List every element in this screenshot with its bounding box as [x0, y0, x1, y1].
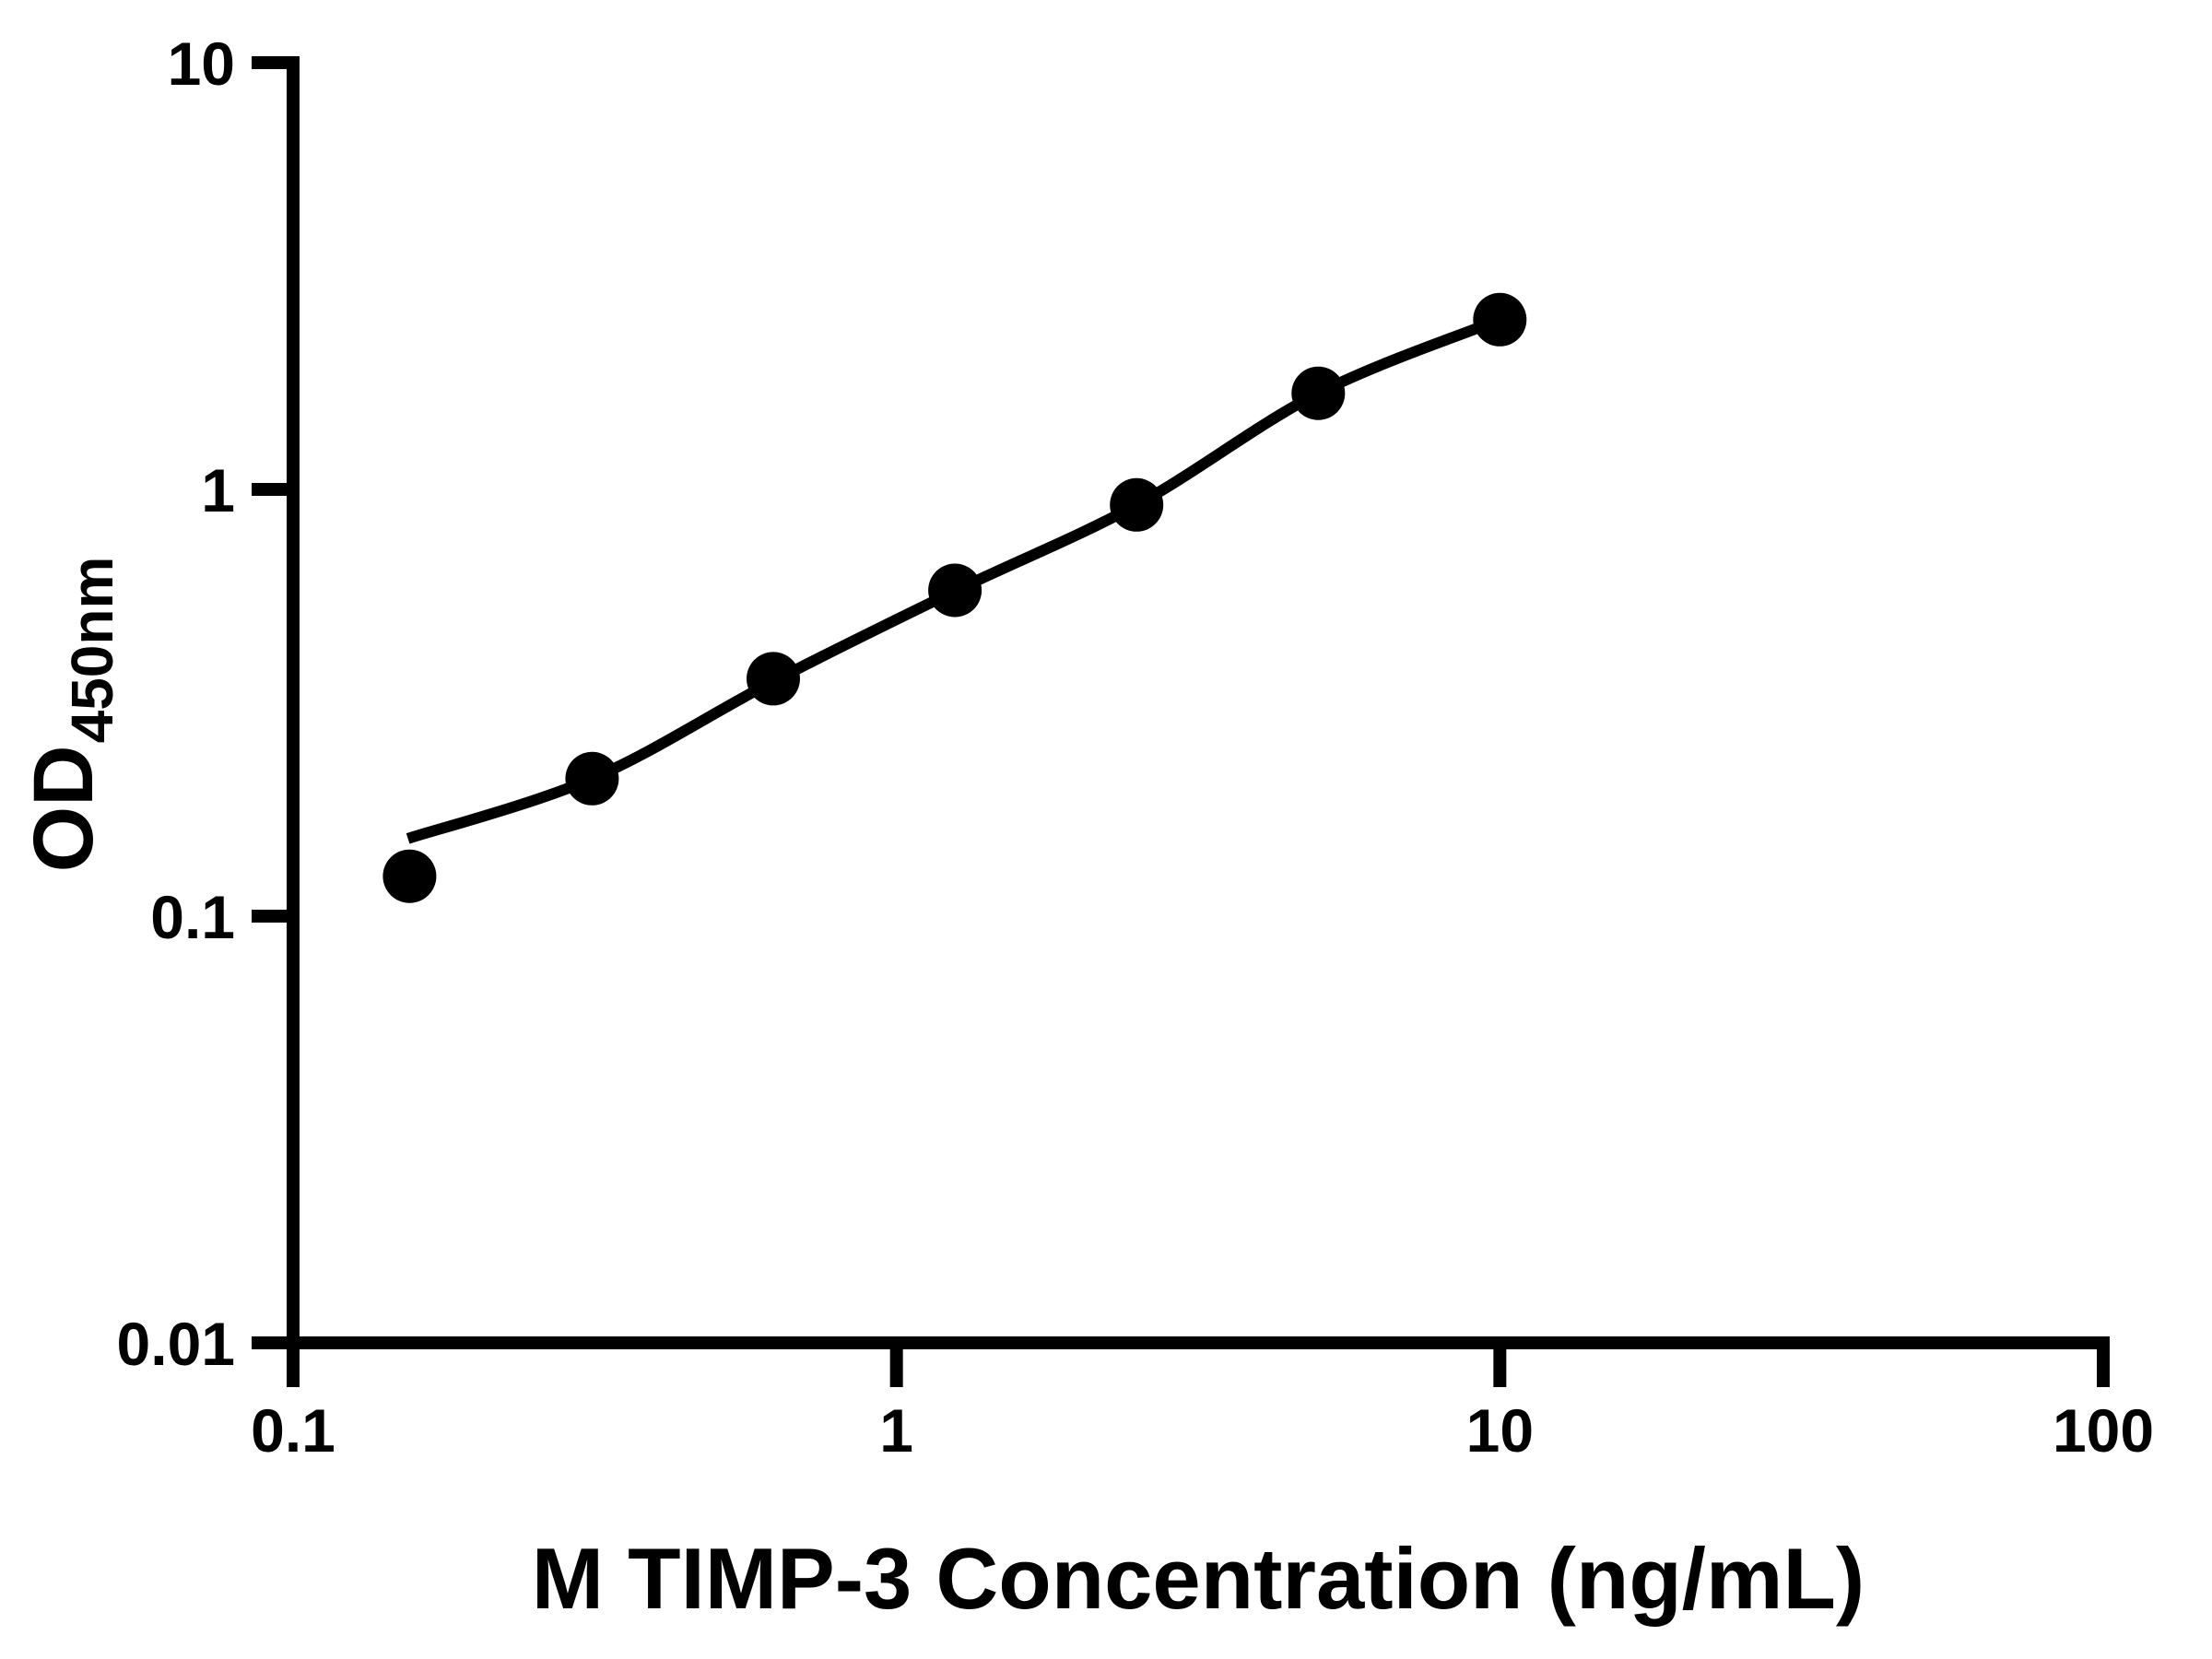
data-point [1473, 292, 1527, 347]
x-tick-label: 100 [2053, 1396, 2154, 1465]
y-tick-label: 0.1 [150, 883, 235, 951]
y-tick-label: 10 [168, 29, 235, 98]
y-tick-label: 1 [201, 456, 235, 524]
x-tick-label: 1 [879, 1396, 913, 1465]
data-point [382, 849, 437, 903]
data-point [747, 652, 800, 706]
data-points-layer [382, 292, 1527, 903]
x-tick-label: 10 [1466, 1396, 1534, 1465]
y-axis-title-main: OD [17, 745, 111, 872]
data-point [1291, 366, 1346, 420]
y-axis-title-subscript: 450nm [59, 557, 125, 744]
y-tick-label: 0.01 [117, 1310, 235, 1378]
y-axis-title: OD450nm [17, 557, 125, 873]
x-axis-title: M TIMP-3 Concentration (ng/mL) [532, 1530, 1865, 1627]
data-point [928, 563, 982, 618]
axes [287, 56, 2110, 1349]
x-tick-label: 0.1 [251, 1396, 335, 1465]
data-point [565, 751, 619, 806]
data-point [1110, 477, 1164, 532]
axis-ticks [252, 56, 2110, 1387]
